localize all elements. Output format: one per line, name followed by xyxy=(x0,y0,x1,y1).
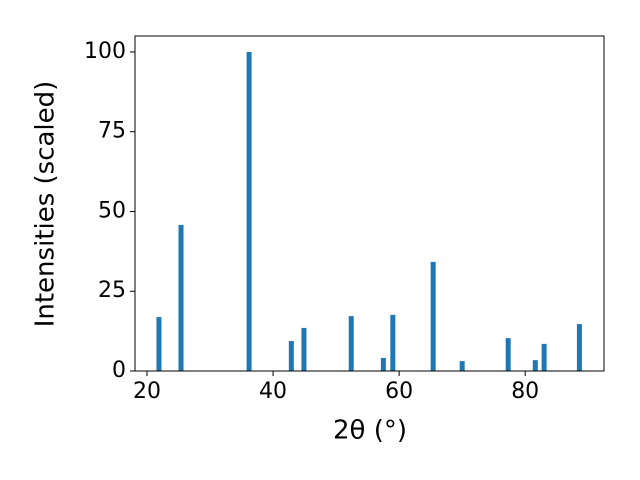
x-tick-label: 60 xyxy=(385,379,413,404)
x-tick-label: 40 xyxy=(259,379,287,404)
y-tick-label: 25 xyxy=(98,278,126,303)
y-axis-label: Intensities (scaled) xyxy=(31,81,61,328)
bar xyxy=(380,357,386,371)
y-tick-label: 100 xyxy=(84,39,126,64)
bar xyxy=(288,341,294,371)
bar xyxy=(430,261,436,371)
y-tick-label: 75 xyxy=(98,119,126,144)
bar xyxy=(390,314,396,371)
bar xyxy=(459,361,465,371)
y-tick-label: 50 xyxy=(98,198,126,223)
bar xyxy=(246,51,252,371)
bar xyxy=(576,324,582,371)
bar xyxy=(156,317,162,371)
bar xyxy=(505,338,511,371)
y-tick-label: 0 xyxy=(112,358,126,383)
x-axis-label: 2θ (°) xyxy=(333,416,407,446)
bar xyxy=(178,224,184,371)
x-tick-label: 20 xyxy=(133,379,161,404)
bar xyxy=(532,360,538,371)
bar xyxy=(301,327,307,371)
plot-frame xyxy=(134,35,605,372)
bar xyxy=(348,316,354,371)
x-tick-label: 80 xyxy=(511,379,539,404)
bar xyxy=(541,343,547,371)
